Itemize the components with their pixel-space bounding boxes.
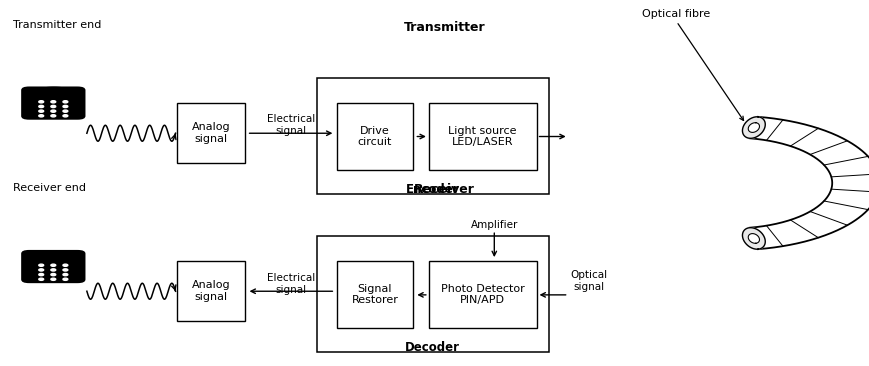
- Circle shape: [39, 273, 43, 276]
- FancyBboxPatch shape: [337, 261, 413, 328]
- Text: Transmitter: Transmitter: [404, 21, 486, 34]
- Circle shape: [39, 278, 43, 280]
- Text: Optical
signal: Optical signal: [570, 270, 607, 292]
- Text: Encoder: Encoder: [406, 183, 460, 196]
- FancyBboxPatch shape: [21, 86, 85, 120]
- Circle shape: [51, 269, 56, 271]
- Polygon shape: [748, 123, 760, 132]
- Circle shape: [39, 110, 43, 112]
- Polygon shape: [742, 228, 766, 249]
- Text: Decoder: Decoder: [405, 341, 461, 354]
- Text: Drive
circuit: Drive circuit: [358, 126, 392, 147]
- Circle shape: [51, 278, 56, 280]
- Text: Electrical
signal: Electrical signal: [268, 114, 315, 136]
- Circle shape: [63, 278, 68, 280]
- Circle shape: [39, 264, 43, 266]
- FancyBboxPatch shape: [337, 103, 413, 170]
- Circle shape: [39, 105, 43, 108]
- Circle shape: [51, 101, 56, 103]
- FancyBboxPatch shape: [428, 103, 537, 170]
- Text: Analog
signal: Analog signal: [192, 280, 230, 302]
- Text: Receiver end: Receiver end: [13, 183, 86, 193]
- FancyBboxPatch shape: [177, 261, 245, 321]
- Text: Amplifier: Amplifier: [471, 220, 518, 230]
- Text: Electrical
signal: Electrical signal: [268, 273, 315, 295]
- Text: Analog
signal: Analog signal: [192, 122, 230, 144]
- Circle shape: [51, 105, 56, 108]
- Circle shape: [63, 105, 68, 108]
- Circle shape: [51, 273, 56, 276]
- FancyBboxPatch shape: [317, 78, 548, 194]
- Circle shape: [51, 115, 56, 117]
- Circle shape: [63, 264, 68, 266]
- Polygon shape: [742, 117, 766, 138]
- Circle shape: [39, 101, 43, 103]
- Polygon shape: [748, 234, 760, 243]
- Text: Optical fibre: Optical fibre: [642, 9, 711, 19]
- Text: Transmitter end: Transmitter end: [13, 19, 102, 30]
- Circle shape: [51, 110, 56, 112]
- Circle shape: [39, 115, 43, 117]
- Text: Signal
Restorer: Signal Restorer: [351, 284, 398, 306]
- Circle shape: [63, 101, 68, 103]
- Circle shape: [63, 110, 68, 112]
- Text: Light source
LED/LASER: Light source LED/LASER: [448, 126, 517, 147]
- Circle shape: [63, 273, 68, 276]
- Text: Receiver: Receiver: [415, 183, 475, 196]
- Text: Photo Detector
PIN/APD: Photo Detector PIN/APD: [441, 284, 525, 306]
- Circle shape: [39, 269, 43, 271]
- FancyBboxPatch shape: [21, 250, 85, 283]
- FancyBboxPatch shape: [428, 261, 537, 328]
- Circle shape: [63, 269, 68, 271]
- FancyBboxPatch shape: [177, 103, 245, 163]
- Circle shape: [63, 115, 68, 117]
- Circle shape: [51, 264, 56, 266]
- FancyBboxPatch shape: [317, 236, 548, 352]
